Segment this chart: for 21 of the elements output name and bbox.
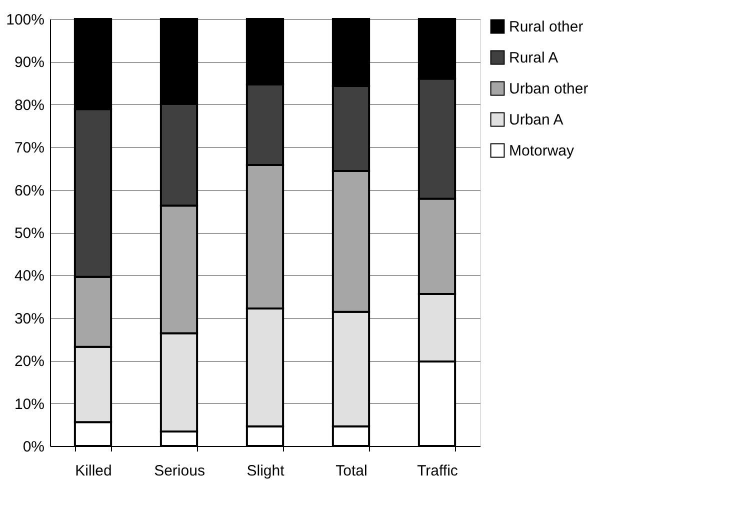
y-tick-label: 80%	[14, 96, 44, 114]
legend-label: Motorway	[509, 142, 575, 160]
legend-label: Rural other	[509, 18, 584, 36]
legend-label: Urban A	[509, 112, 564, 128]
x-tick-label: Traffic	[417, 462, 458, 480]
y-tick-label: 90%	[14, 54, 44, 72]
y-tick-label: 0%	[22, 438, 44, 456]
y-tick-label: 40%	[14, 268, 44, 285]
y-tick-label: 50%	[14, 225, 44, 242]
y-tick-label: 10%	[14, 396, 44, 413]
y-tick-label: 60%	[14, 182, 44, 200]
legend-label: Urban other	[509, 80, 588, 98]
y-tick-label: 70%	[14, 140, 44, 157]
y-tick-label: 100%	[6, 12, 44, 28]
legend-label: Rural A	[509, 50, 558, 66]
x-tick-label: Killed	[75, 462, 112, 480]
y-tick-label: 30%	[14, 310, 44, 328]
x-tick-label: Total	[336, 462, 368, 480]
y-tick-label: 20%	[14, 353, 44, 370]
x-tick-label: Slight	[246, 462, 286, 480]
x-tick-label: Serious	[154, 462, 205, 480]
